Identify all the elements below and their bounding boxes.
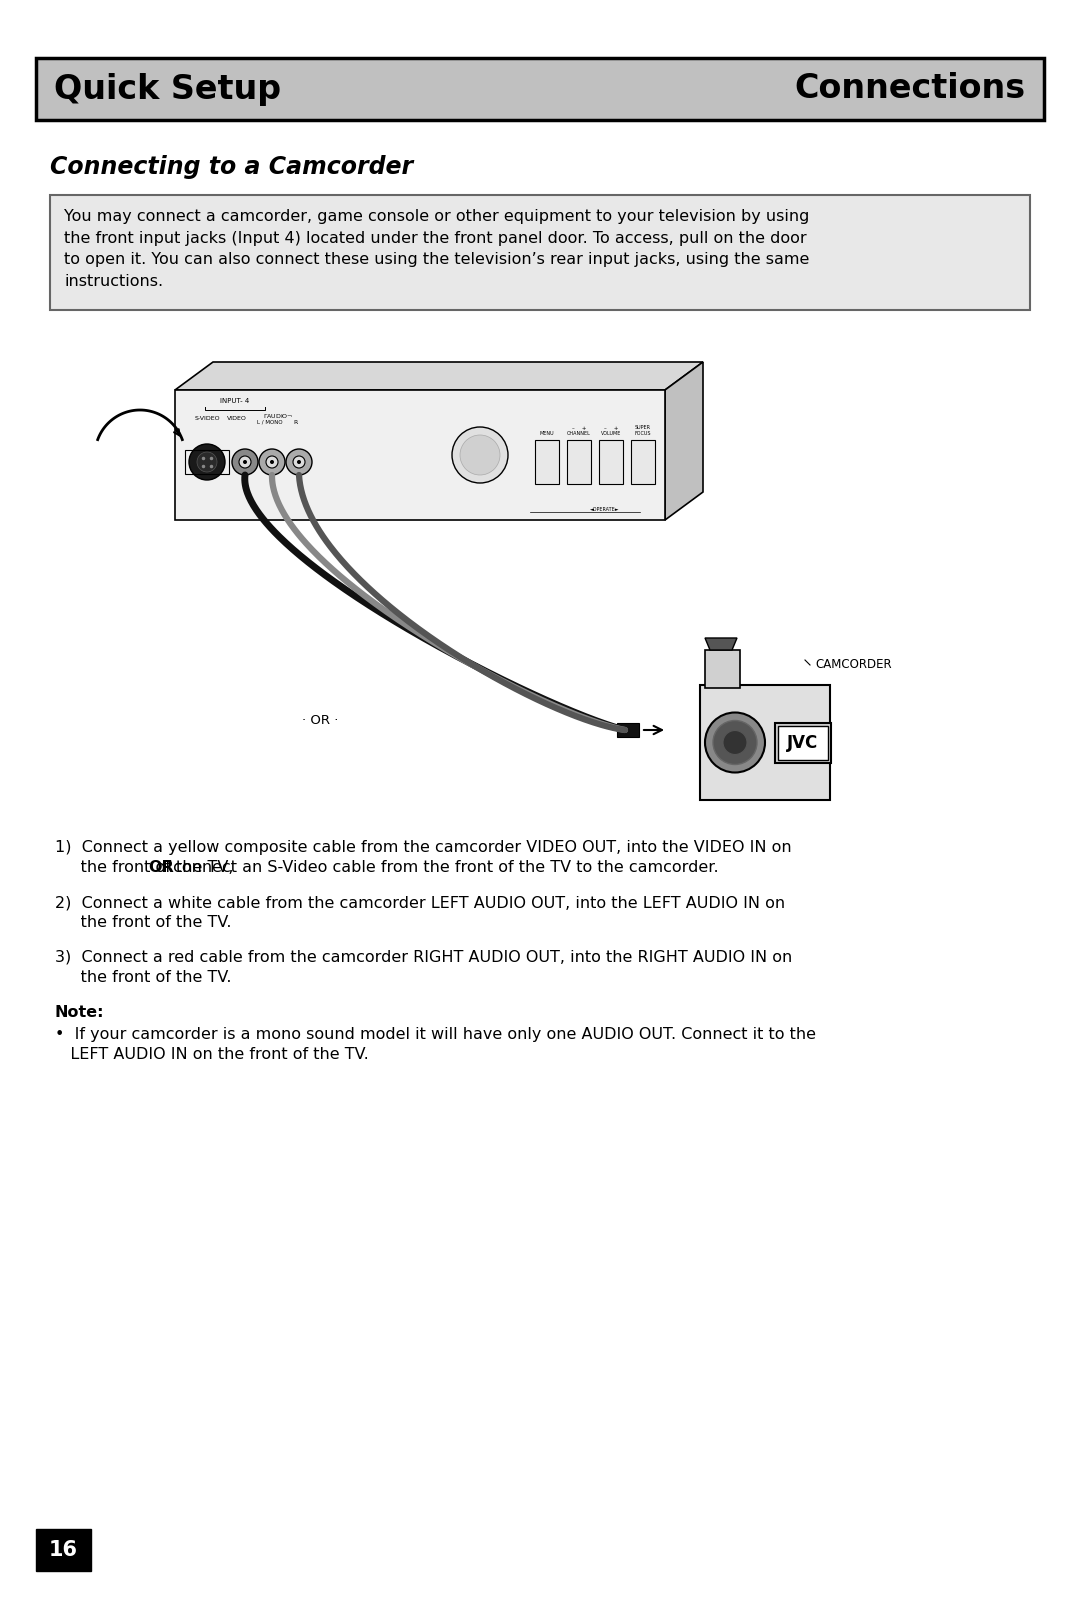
Text: R: R [293, 420, 297, 425]
Text: Quick Setup: Quick Setup [54, 72, 281, 106]
Text: the front of the TV.: the front of the TV. [55, 970, 231, 985]
Polygon shape [175, 390, 665, 520]
Text: OR: OR [148, 860, 174, 876]
Text: 2)  Connect a white cable from the camcorder LEFT AUDIO OUT, into the LEFT AUDIO: 2) Connect a white cable from the camcor… [55, 895, 785, 909]
Text: –    +: – + [604, 425, 618, 430]
Text: 3)  Connect a red cable from the camcorder RIGHT AUDIO OUT, into the RIGHT AUDIO: 3) Connect a red cable from the camcorde… [55, 950, 793, 966]
Text: the front of the TV,: the front of the TV, [55, 860, 239, 876]
FancyBboxPatch shape [50, 196, 1030, 310]
Bar [567, 439, 591, 484]
Circle shape [293, 456, 305, 468]
Circle shape [286, 449, 312, 475]
Circle shape [189, 444, 225, 480]
Text: 16: 16 [49, 1540, 78, 1561]
Text: •  If your camcorder is a mono sound model it will have only one AUDIO OUT. Conn: • If your camcorder is a mono sound mode… [55, 1027, 816, 1043]
Text: L / MONO: L / MONO [257, 420, 283, 425]
Polygon shape [665, 363, 703, 520]
Circle shape [239, 456, 251, 468]
Text: S-VIDEO: S-VIDEO [194, 415, 220, 420]
Circle shape [723, 730, 747, 754]
Bar [631, 439, 654, 484]
Polygon shape [175, 363, 703, 390]
Bar [617, 723, 639, 736]
Text: the front of the TV.: the front of the TV. [55, 914, 231, 930]
Bar [535, 439, 559, 484]
Text: LEFT AUDIO IN on the front of the TV.: LEFT AUDIO IN on the front of the TV. [55, 1047, 368, 1062]
Text: CAMCORDER: CAMCORDER [815, 659, 892, 672]
Text: SUPER
FOCUS: SUPER FOCUS [635, 425, 651, 436]
Bar [778, 725, 828, 760]
Text: · OR ·: · OR · [301, 714, 338, 727]
Text: Connections: Connections [795, 72, 1026, 106]
Bar [185, 451, 229, 475]
Circle shape [460, 435, 500, 475]
Text: connect an S-Video cable from the front of the TV to the camcorder.: connect an S-Video cable from the front … [168, 860, 718, 876]
Circle shape [259, 449, 285, 475]
Text: Note:: Note: [55, 1006, 105, 1020]
Circle shape [197, 452, 217, 472]
Polygon shape [705, 638, 737, 650]
Circle shape [270, 460, 274, 464]
Circle shape [243, 460, 247, 464]
Text: $\Gamma$AUDIO$\neg$: $\Gamma$AUDIO$\neg$ [262, 412, 293, 420]
FancyBboxPatch shape [36, 58, 1044, 120]
Circle shape [453, 427, 508, 483]
Text: VIDEO: VIDEO [227, 415, 247, 420]
Text: –    +: – + [571, 425, 586, 430]
Circle shape [266, 456, 278, 468]
Circle shape [297, 460, 301, 464]
Bar [599, 439, 623, 484]
Text: MENU: MENU [540, 431, 554, 436]
Text: ◄OPERATE►: ◄OPERATE► [591, 507, 620, 512]
Text: JVC: JVC [787, 733, 819, 752]
Text: You may connect a camcorder, game console or other equipment to your television : You may connect a camcorder, game consol… [64, 209, 809, 289]
Text: 1)  Connect a yellow composite cable from the camcorder VIDEO OUT, into the VIDE: 1) Connect a yellow composite cable from… [55, 840, 792, 855]
Text: VOLUME: VOLUME [600, 431, 621, 436]
Text: Connecting to a Camcorder: Connecting to a Camcorder [50, 156, 414, 180]
Bar [36, 1529, 91, 1570]
Text: CHANNEL: CHANNEL [567, 431, 591, 436]
Circle shape [232, 449, 258, 475]
Text: INPUT- 4: INPUT- 4 [220, 398, 249, 404]
Bar [775, 722, 831, 762]
Bar [700, 685, 831, 800]
Bar [705, 650, 740, 688]
Circle shape [705, 712, 765, 773]
Circle shape [713, 720, 757, 765]
